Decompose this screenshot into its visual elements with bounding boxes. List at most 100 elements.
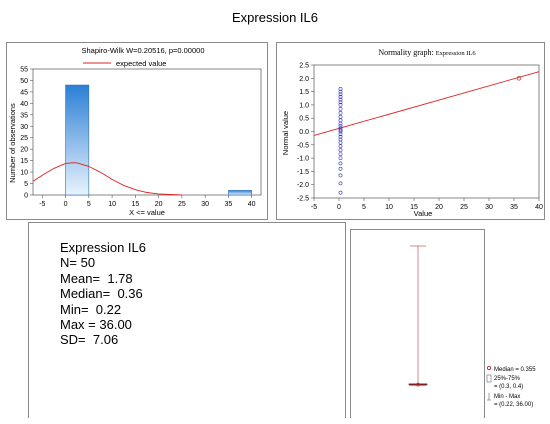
y-tick-label: 2.0 <box>299 76 309 83</box>
data-point <box>338 110 343 115</box>
reference-line <box>313 71 540 136</box>
stats-n: N= 50 <box>60 255 96 271</box>
y-tick-label: 30 <box>20 124 28 131</box>
x-tick-label: 5 <box>362 204 366 211</box>
main-title: Expression IL6 <box>232 10 318 25</box>
x-tick-label: 10 <box>108 201 116 208</box>
data-point <box>338 97 343 102</box>
x-tick-label: -5 <box>311 204 317 211</box>
y-tick-label: 10 <box>20 170 28 177</box>
histogram-bar <box>228 190 252 196</box>
data-point <box>338 144 343 149</box>
x-tick-label: 35 <box>510 204 518 211</box>
y-tick-label: 0.5 <box>299 116 309 123</box>
y-tick-label: -1.5 <box>297 169 309 176</box>
x-tick-label: 5 <box>87 201 91 208</box>
normality-title: Normality graph: Expression IL6 <box>378 48 476 57</box>
normality-panel: Normality graph: Expression IL6 Normal v… <box>276 42 545 220</box>
stats-median: Median= 0.36 <box>60 286 143 302</box>
x-tick-label: 30 <box>201 201 209 208</box>
data-point <box>338 190 343 195</box>
y-tick-label: 55 <box>20 67 28 74</box>
normality-x-label: Value <box>414 209 433 218</box>
data-point <box>338 156 343 161</box>
legend-iqr-text-2: = (0.3, 0.4) <box>494 384 523 390</box>
x-tick-label: 0 <box>64 201 68 208</box>
y-tick-label: 1.5 <box>299 89 309 96</box>
histogram-bar <box>65 84 90 196</box>
y-tick-label: -0.5 <box>297 142 309 149</box>
iqr-box <box>408 383 428 386</box>
histogram-y-label: Number of observations <box>8 103 17 183</box>
data-point <box>338 87 343 91</box>
legend-iqr-text-1: 25%-75% <box>494 376 521 382</box>
histogram-subtitle: Shapiro-Wilk W=0.20516, p=0.00000 <box>82 46 205 55</box>
data-point <box>338 152 343 157</box>
y-tick-label: 5 <box>24 181 28 188</box>
stats-mean: Mean= 1.78 <box>60 270 133 286</box>
data-point <box>338 140 343 145</box>
data-point <box>338 161 343 166</box>
outlier-point <box>516 76 522 81</box>
histogram-legend: expected value <box>116 59 166 68</box>
normality-title-main: Normality graph: <box>378 48 435 57</box>
legend-median-text: Median = 0.355 <box>494 367 536 373</box>
x-tick-label: 10 <box>385 204 393 211</box>
data-point <box>338 166 343 171</box>
boxplot-panel <box>350 229 485 418</box>
x-tick-label: 25 <box>178 201 186 208</box>
normality-plot-frame <box>313 64 540 199</box>
data-point <box>338 132 343 137</box>
histogram-panel: Shapiro-Wilk W=0.20516, p=0.00000 expect… <box>6 42 268 220</box>
expected-value-curve <box>32 162 182 196</box>
median-marker <box>416 382 420 387</box>
data-point <box>338 103 343 107</box>
data-point <box>338 137 343 142</box>
data-point <box>338 126 343 131</box>
x-tick-label: 30 <box>485 204 493 211</box>
y-tick-label: 1.0 <box>299 102 309 109</box>
data-point <box>338 128 343 133</box>
histogram-x-label: X <= value <box>129 208 165 217</box>
y-tick-label: 2.5 <box>299 63 309 70</box>
x-tick-label: 20 <box>435 204 443 211</box>
x-tick-label: 35 <box>225 201 233 208</box>
x-tick-label: 40 <box>248 201 256 208</box>
histogram-plot-frame <box>32 68 262 196</box>
y-tick-label: 45 <box>20 89 28 96</box>
stats-title: Expression IL6 <box>60 240 146 255</box>
legend-range-text-2: = (0.22, 36.00) <box>494 402 533 408</box>
histogram-chart: Shapiro-Wilk W=0.20516, p=0.00000 expect… <box>8 46 262 217</box>
normality-title-small: Expression IL6 <box>436 50 477 57</box>
y-tick-label: 40 <box>20 101 28 108</box>
y-tick-label: 35 <box>20 112 28 119</box>
data-point <box>338 89 343 94</box>
data-point <box>338 173 343 178</box>
stats-panel <box>28 222 346 418</box>
y-tick-label: 25 <box>20 135 28 142</box>
boxplot-chart <box>408 245 428 387</box>
y-tick-label: 50 <box>20 78 28 85</box>
stats-min: Min= 0.22 <box>60 301 122 317</box>
y-tick-label: 0 <box>24 193 28 200</box>
boxplot-legend: Median = 0.355 25%-75% = (0.3, 0.4) Min … <box>486 366 536 408</box>
data-point <box>338 106 343 111</box>
stats-max: Max = 36.00 <box>60 317 132 333</box>
data-point <box>338 118 343 123</box>
x-tick-label: 25 <box>460 204 468 211</box>
y-tick-label: -2.0 <box>297 182 309 189</box>
x-tick-label: -5 <box>39 201 45 208</box>
data-point <box>338 100 343 105</box>
data-point <box>338 114 343 119</box>
data-point <box>338 124 343 129</box>
y-tick-label: -1.0 <box>297 156 309 163</box>
data-point <box>338 92 343 97</box>
y-tick-label: 0.0 <box>299 129 309 136</box>
data-point <box>338 134 343 139</box>
y-tick-label: 20 <box>20 147 28 154</box>
data-point <box>338 95 343 99</box>
data-point <box>338 181 343 186</box>
legend-median-symbol <box>486 366 492 371</box>
normality-chart: Normality graph: Expression IL6 Normal v… <box>281 48 543 218</box>
data-point <box>338 148 343 153</box>
